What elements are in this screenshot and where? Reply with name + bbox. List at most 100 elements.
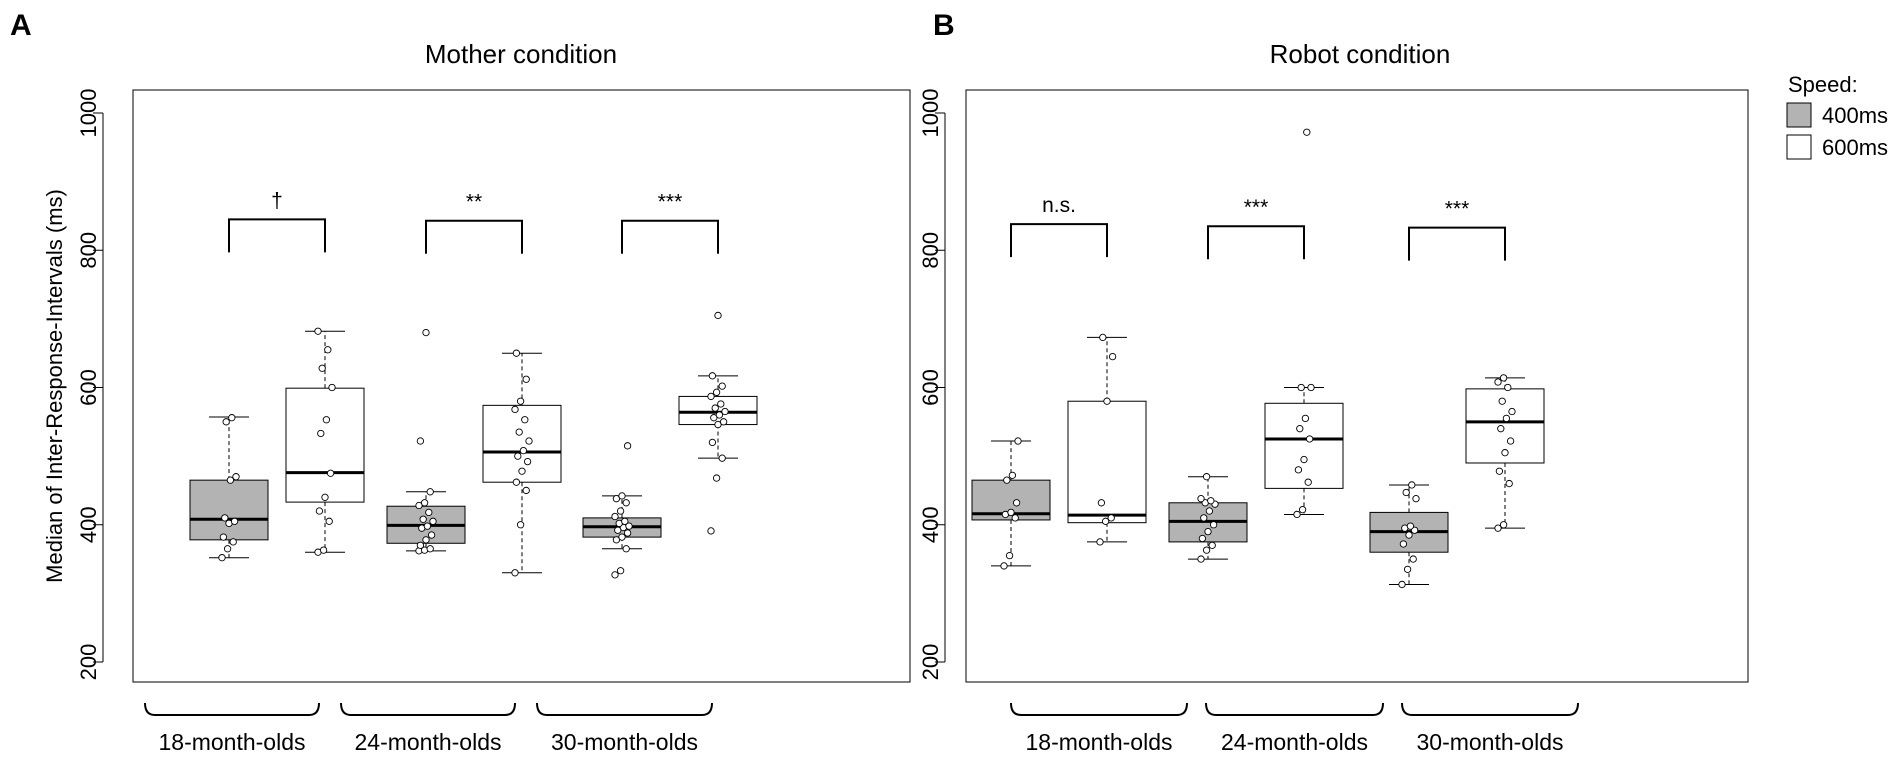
panel-a-group-1-box-400ms-point [222,418,230,426]
panel-a-group-2-box-600ms-point [511,569,519,577]
panel-b-group-1-box-600ms-point [1097,499,1106,507]
panel-a-group-1-box-400ms-point [218,554,226,562]
panel-b-group-2-box-600ms-point [1296,425,1304,433]
legend-label-400ms: 400ms [1822,103,1888,128]
panel-a-group-3-box-400ms-point [611,571,619,579]
panel-a-group-3-box-600ms-point [707,392,715,401]
panel-a-group-1-box-600ms [285,387,365,503]
panel-b-y-tick-label: 200 [918,644,943,681]
panel-b-group-2-box-400ms-point [1208,541,1216,549]
panel-a-group-3-box-600ms-point [708,372,717,380]
panel-a-group-2-box-400ms-point [426,545,434,553]
panel-a-group-2-box-600ms-point [515,428,523,436]
panel-a-group-3-box-600ms-point [718,382,726,390]
panel-a-group-3-box-600ms-point [717,400,725,408]
panel-a-group-3-box-400ms-point [616,567,625,575]
panel-b-y-tick-label: 800 [918,232,943,269]
panel-b-group-3-box-600ms-point [1508,407,1516,416]
panel-b-group-1-box-400ms-point [1011,514,1019,522]
panel-b-group-3-box-400ms-point [1412,495,1420,503]
panel-b-group-3-label: 30-month-olds [1416,729,1563,755]
panel-a-group-2-box-400ms-point [429,517,437,525]
panel-b-group-2-box-600ms-point [1293,510,1301,519]
panel-a-group-2-significance-label: ** [466,191,482,214]
panel-a-group-1-box-400ms [189,479,269,541]
panel-b-group-2-box-400ms-point [1200,514,1208,522]
panel-b-group-2-significance-bracket [1207,225,1305,260]
panel-a-group-1-box-400ms-point [221,514,229,522]
panel-a-y-tick-label: 200 [76,644,101,681]
panel-a-group-3-box-400ms-point [618,533,626,541]
panel-b-group-1-box-600ms-point [1108,352,1117,361]
panel-a-group-1-box-600ms-point [318,364,326,372]
panel-letter-b: B [933,9,955,42]
panel-b-group-3-box-400ms-point [1408,481,1416,489]
panel-b-group-2-box-600ms-point [1305,435,1314,443]
panel-a-group-3-label: 30-month-olds [551,729,698,755]
panel-a-y-tick-label: 800 [76,232,101,269]
panel-a-group-1-box-600ms-point [322,416,331,424]
panel-a-group-3-brace [536,702,713,716]
panel-a-group-2-box-600ms-point [516,397,525,405]
legend: Speed: 400ms 600ms [1786,72,1888,160]
panel-b-y-tick-label: 400 [918,506,943,543]
panel-a-group-3-box-600ms-point [712,474,721,482]
panel-b-group-3-box-600ms-point [1505,479,1513,488]
panel-a-group-1-significance-label: † [271,189,283,212]
panel-a-group-3-box-600ms-point [708,438,717,447]
panel-b-group-2-box-400ms-point [1205,507,1214,515]
panel-b-plot-frame [965,89,1749,683]
panel-b-group-2-box-600ms-point [1294,466,1303,474]
panel-b-group-3-box-600ms-point [1494,524,1502,532]
panel-a-group-1-box-400ms-point [229,538,237,546]
panel-a-group-1-box-600ms-point [321,493,329,501]
panel-b-group-2-box-400ms-point [1197,495,1205,503]
panel-a-content: 200 400 600 800 1000 † 18-month-olds ** 24-month… [76,89,758,755]
panel-a-group-1-brace [144,702,320,716]
panel-a-group-3-box-400ms-point [618,492,626,500]
panel-b-group-1-box-600ms [1067,400,1147,524]
panel-a-group-1-box-600ms-point [325,517,333,525]
panel-b-group-2-box-400ms-point [1197,555,1205,563]
panel-a-group-3-box-600ms-point [718,454,726,462]
panel-a-group-1-box-400ms-point [232,473,240,481]
panel-b-group-3-box-400ms-point [1405,531,1413,539]
panel-a-group-2-box-600ms-point [525,437,533,445]
panel-a-group-3-box-600ms-point [707,527,715,535]
panel-b-group-1-box-400ms-point [1012,499,1021,507]
panel-b-y-tick-label: 1000 [918,89,943,138]
panel-a-group-2-brace [340,702,516,716]
legend-swatch-400ms [1786,102,1812,128]
panel-a-group-3-box-600ms-point [711,404,719,412]
panel-a-group-1-box-600ms-point [319,546,328,554]
panel-b-group-3-significance-label: *** [1445,198,1470,221]
panel-a-group-3-box-400ms-point [616,507,625,515]
panel-a-group-2-box-400ms-point [427,531,436,539]
panel-b-group-3-box-600ms-point [1506,437,1515,445]
panel-a-group-2-box-600ms-point [519,446,528,455]
panel-b-group-3-box-400ms-point [1399,540,1408,548]
panel-a-group-2-box-400ms-point [426,488,434,496]
panel-a-group-1-box-400ms-point [228,414,236,422]
legend-title: Speed: [1788,72,1858,97]
panel-b-group-3-box-400ms-point [1398,580,1406,589]
panel-a-group-3-box-400ms-point [623,529,632,537]
panel-a-group-3-box-600ms-point [721,407,729,416]
panel-a-group-1-box-400ms-point [223,545,232,553]
panel-a-group-2-box-600ms-point [514,452,522,460]
panel-b-group-3-box-400ms-point [1406,522,1415,530]
panel-b-group-1-box-400ms-point [1014,437,1022,445]
panel-b-group-1-box-400ms-point [1003,476,1011,484]
panel-a-group-2-box-400ms-point [422,328,430,337]
panel-a-group-2-box-600ms-point [512,349,521,357]
panel-b-group-2-box-400ms-point [1198,534,1207,543]
legend-label-600ms: 600ms [1822,135,1888,160]
panel-a-group-1-box-400ms-point [230,517,239,525]
panel-b-content: 200 400 600 800 1000 n.s. 18-month-olds *** 24-m… [918,89,1579,755]
panel-b-group-3-box-600ms-point [1497,425,1505,433]
panel-a-group-1-box-600ms-point [315,507,324,515]
panel-b-group-2-label: 24-month-olds [1221,729,1368,755]
panel-a-y-tick-label: 400 [76,506,101,543]
panel-b-group-1-box-600ms-point [1103,397,1111,405]
